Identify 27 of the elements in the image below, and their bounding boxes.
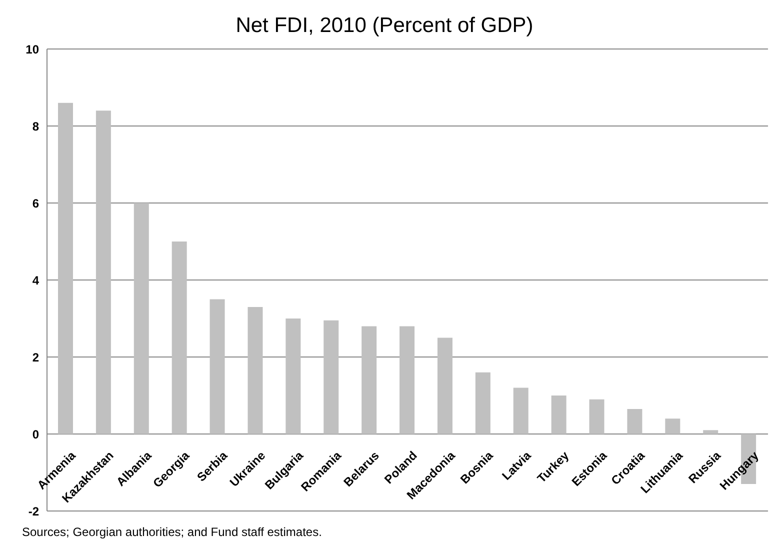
bar — [210, 299, 225, 434]
bar — [627, 408, 642, 434]
chart-title: Net FDI, 2010 (Percent of GDP) — [234, 14, 534, 38]
y-tick-label: 4 — [32, 273, 40, 288]
bar — [437, 338, 452, 434]
bar — [513, 388, 528, 434]
bar — [172, 242, 187, 434]
source-note: Sources; Georgian authorities; and Fund staff estimates. — [22, 525, 322, 539]
bar — [248, 306, 263, 434]
bar — [58, 102, 73, 434]
y-tick-label: 8 — [32, 119, 40, 134]
bar — [96, 110, 111, 434]
bar — [551, 396, 566, 434]
bar — [665, 418, 680, 434]
bar — [362, 326, 377, 434]
bar — [286, 318, 301, 434]
bar — [324, 320, 339, 434]
y-tick-label: 6 — [32, 196, 40, 210]
y-tick-label: -2 — [28, 504, 40, 518]
bar — [400, 326, 415, 434]
y-tick-label: 10 — [26, 42, 40, 56]
bar — [589, 399, 604, 434]
y-tick-label: 0 — [32, 427, 40, 442]
bar — [703, 430, 718, 434]
bar — [475, 372, 490, 434]
bar — [134, 203, 149, 434]
y-tick-label: 2 — [32, 350, 40, 364]
